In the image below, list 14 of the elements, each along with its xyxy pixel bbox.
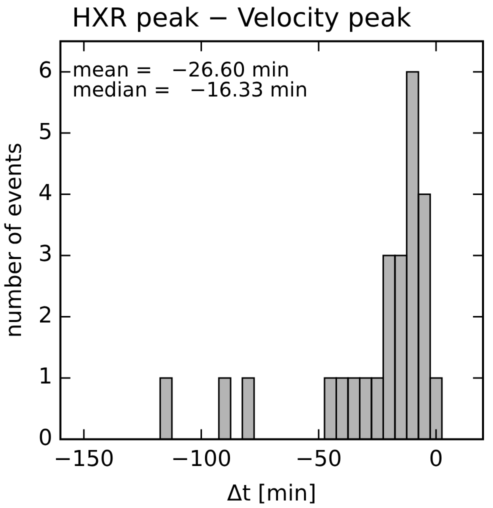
y-tick-label: 6 (38, 58, 52, 84)
x-tick-label: 0 (429, 447, 444, 472)
y-axis-title: number of events (2, 142, 27, 338)
y-tick-label: 0 (38, 426, 52, 451)
chart-title: HXR peak − Velocity peak (72, 3, 412, 34)
y-tick-label: 2 (38, 303, 52, 328)
y-tick-label: 1 (38, 364, 52, 390)
x-tick-label: −50 (295, 447, 342, 472)
x-tick-label: −100 (171, 447, 232, 472)
x-axis-title: Δt [min] (227, 482, 316, 507)
x-tick-label: −150 (54, 447, 114, 472)
y-tick-label: 3 (38, 242, 52, 268)
y-tick-label: 5 (38, 120, 52, 145)
y-tick-label: 4 (38, 180, 52, 206)
